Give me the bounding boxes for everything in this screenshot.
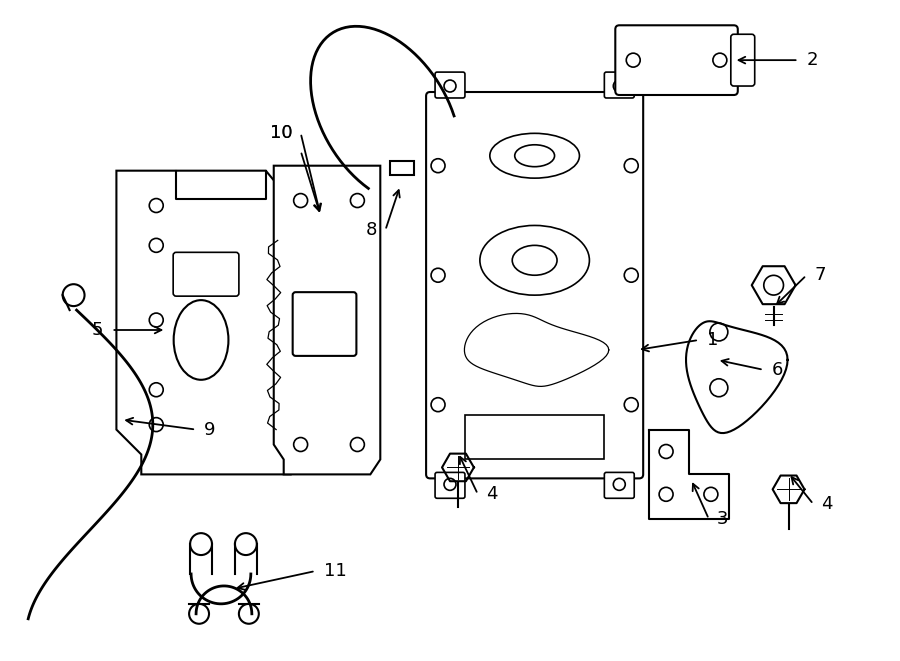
Text: 7: 7	[814, 266, 826, 284]
Circle shape	[625, 398, 638, 412]
Bar	[465, 414, 604, 459]
Bar	[391, 161, 414, 175]
Polygon shape	[274, 166, 381, 475]
Text: 2: 2	[806, 51, 818, 69]
Circle shape	[626, 53, 640, 67]
Text: 10: 10	[270, 124, 292, 142]
Circle shape	[613, 479, 626, 490]
Circle shape	[625, 159, 638, 173]
Text: 3: 3	[717, 510, 728, 528]
FancyBboxPatch shape	[173, 253, 238, 296]
Circle shape	[235, 533, 256, 555]
Ellipse shape	[174, 300, 229, 380]
Circle shape	[713, 53, 727, 67]
Text: 10: 10	[270, 124, 292, 142]
Circle shape	[189, 604, 209, 624]
Text: 11: 11	[323, 562, 346, 580]
Circle shape	[293, 438, 308, 451]
Ellipse shape	[490, 134, 580, 178]
FancyBboxPatch shape	[435, 72, 465, 98]
Circle shape	[704, 487, 718, 501]
Text: 5: 5	[92, 321, 104, 339]
Circle shape	[613, 80, 626, 92]
Ellipse shape	[512, 245, 557, 275]
Circle shape	[431, 268, 445, 282]
Circle shape	[431, 398, 445, 412]
FancyBboxPatch shape	[426, 92, 644, 479]
Text: 4: 4	[486, 485, 498, 503]
Text: 6: 6	[771, 361, 783, 379]
Circle shape	[710, 323, 728, 341]
Text: 4: 4	[822, 495, 832, 514]
FancyBboxPatch shape	[731, 34, 755, 86]
Circle shape	[238, 604, 259, 624]
Circle shape	[659, 487, 673, 501]
Ellipse shape	[480, 225, 590, 295]
Circle shape	[149, 418, 163, 432]
Circle shape	[431, 159, 445, 173]
Circle shape	[710, 379, 728, 397]
Text: 9: 9	[204, 420, 215, 439]
Circle shape	[764, 276, 784, 295]
Circle shape	[63, 284, 85, 306]
Circle shape	[350, 194, 365, 208]
Circle shape	[625, 268, 638, 282]
Circle shape	[659, 444, 673, 459]
FancyBboxPatch shape	[435, 473, 465, 498]
Circle shape	[149, 239, 163, 253]
FancyBboxPatch shape	[616, 25, 738, 95]
Circle shape	[350, 438, 365, 451]
FancyBboxPatch shape	[292, 292, 356, 356]
FancyBboxPatch shape	[604, 473, 634, 498]
Circle shape	[190, 533, 212, 555]
Text: 1: 1	[706, 331, 718, 349]
Circle shape	[149, 198, 163, 212]
Circle shape	[149, 383, 163, 397]
Circle shape	[293, 194, 308, 208]
Circle shape	[149, 313, 163, 327]
Circle shape	[444, 479, 456, 490]
Circle shape	[444, 80, 456, 92]
Ellipse shape	[515, 145, 554, 167]
FancyBboxPatch shape	[604, 72, 634, 98]
Polygon shape	[116, 171, 291, 475]
Text: 8: 8	[366, 221, 377, 239]
